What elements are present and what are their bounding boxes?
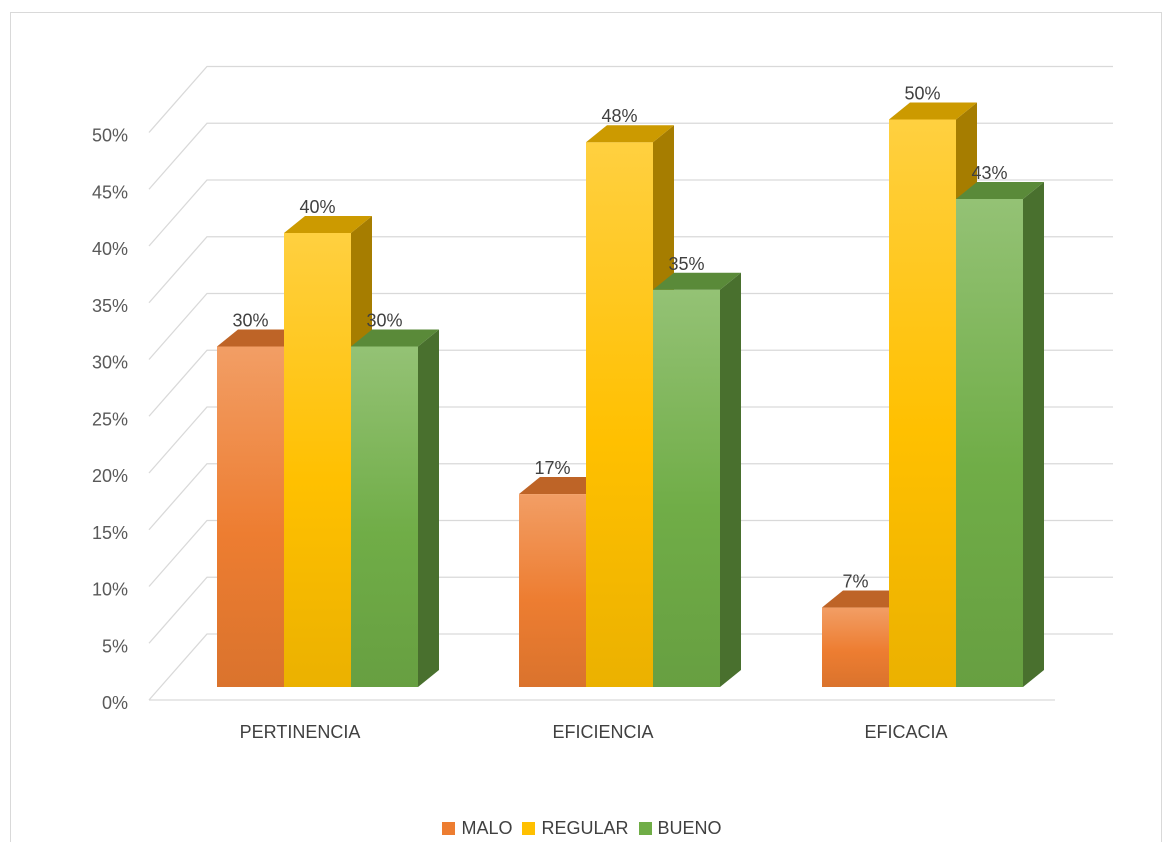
y-tick-label: 35% (92, 296, 128, 316)
legend-swatch-regular (522, 822, 536, 835)
category-label: EFICIENCIA (552, 722, 653, 742)
bar-side-face (1023, 181, 1044, 687)
y-tick-label: 20% (92, 466, 128, 486)
gridline-50 (148, 65, 1113, 133)
data-label: 40% (299, 197, 335, 217)
bar-front-face (956, 198, 1023, 687)
data-label: 50% (904, 84, 940, 104)
x-axis-categories: PERTINENCIA EFICIENCIA EFICACIA (240, 722, 948, 742)
gridline-35 (148, 236, 1113, 304)
y-tick-label: 30% (92, 353, 128, 373)
y-tick-label: 0% (102, 693, 128, 713)
y-axis-ticks: 0% 5% 10% 15% 20% 25% 30% 35% 40% 45% 50% (92, 126, 128, 714)
bar-top-face (653, 272, 741, 290)
bar-front-face (217, 346, 284, 687)
bar-bueno-eficiencia (653, 272, 741, 687)
legend-item-regular: REGULAR (522, 818, 629, 839)
y-tick-label: 50% (92, 126, 128, 146)
bar-bueno-pertinencia (351, 329, 439, 687)
bar-top-face (586, 125, 674, 143)
gridline-40 (148, 179, 1113, 247)
y-tick-label: 45% (92, 182, 128, 202)
gridline-5 (148, 576, 1113, 644)
bar-top-face (284, 216, 372, 233)
data-label: 30% (232, 311, 268, 331)
y-tick-label: 40% (92, 239, 128, 259)
gridline-45 (148, 122, 1113, 190)
legend-swatch-bueno (638, 822, 652, 835)
legend-item-malo: MALO (442, 818, 512, 839)
data-label: 48% (601, 106, 637, 126)
legend-label-bueno: BUENO (657, 818, 722, 838)
y-tick-label: 25% (92, 409, 128, 429)
gridlines (148, 65, 1113, 701)
bar-side-face (418, 329, 439, 687)
legend-swatch-malo (442, 822, 456, 835)
bar-top-face (217, 329, 305, 347)
legend-label-regular: REGULAR (541, 818, 629, 838)
category-label: PERTINENCIA (240, 722, 361, 742)
bar-top-face (822, 590, 910, 608)
legend: MALO REGULAR BUENO (0, 818, 1164, 839)
bars (217, 102, 1044, 687)
bar-front-face (586, 142, 653, 687)
bar-top-face (519, 477, 607, 495)
gridline-10 (148, 519, 1113, 587)
gridline-30 (148, 292, 1113, 360)
category-label: EFICACIA (864, 722, 947, 742)
legend-label-malo: MALO (461, 818, 513, 838)
bar-side-face (720, 272, 741, 687)
legend-item-bueno: BUENO (638, 818, 722, 839)
bar-top-face (889, 102, 977, 120)
data-label: 30% (366, 311, 402, 331)
data-label: 35% (668, 254, 704, 274)
gridline-25 (148, 349, 1113, 417)
y-tick-label: 10% (92, 580, 128, 600)
bar-front-face (351, 346, 418, 687)
bar-top-face (351, 329, 439, 347)
data-labels: 30% 40% 30% 17% 48% 35% 7% 50% 43% (232, 84, 1007, 592)
bar-front-face (519, 494, 586, 687)
chart-frame (10, 12, 1162, 842)
bar-top-face (956, 181, 1044, 199)
bar-front-face (822, 607, 889, 687)
bar-bueno-eficacia (956, 181, 1044, 687)
gridline-0 (148, 633, 1113, 701)
data-label: 7% (842, 572, 868, 592)
bar-malo-eficacia (822, 590, 910, 687)
bar-front-face (653, 289, 720, 687)
gridline-15 (148, 463, 1113, 531)
data-label: 17% (534, 458, 570, 478)
bar-front-face (284, 233, 351, 687)
y-tick-label: 15% (92, 523, 128, 543)
bar-front-face (889, 119, 956, 687)
gridline-20 (148, 406, 1113, 474)
y-tick-label: 5% (102, 636, 128, 656)
data-label: 43% (971, 163, 1007, 183)
